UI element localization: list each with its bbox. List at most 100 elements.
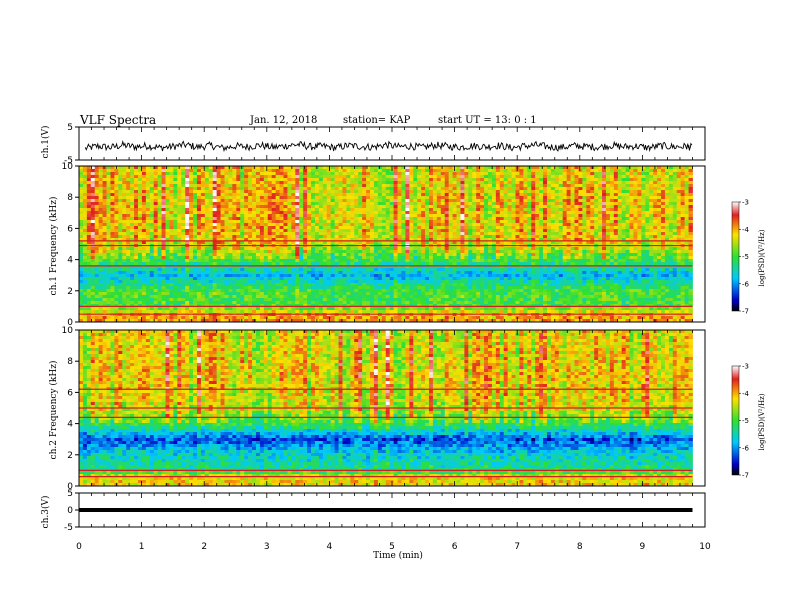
spec1-cell: [613, 193, 619, 197]
spec1-cell: [177, 229, 182, 233]
spec1-cell: [279, 193, 284, 197]
spec1-cell: [267, 166, 273, 170]
spec1-cell: [267, 226, 273, 230]
spec1-cell: [141, 190, 147, 194]
spec1-cell: [503, 181, 509, 185]
spec1-cell: [436, 181, 442, 185]
spec1-cell: [582, 208, 587, 212]
spec1-cell: [86, 223, 92, 227]
spec1-cell: [200, 190, 206, 194]
spec1-cell: [586, 196, 591, 200]
spec1-cell: [672, 166, 678, 170]
spec1-cell: [633, 175, 638, 179]
spec1-cell: [169, 229, 174, 233]
spec1-cell: [531, 175, 536, 179]
spec1-cell: [86, 259, 92, 263]
spec1-cell: [633, 256, 638, 260]
spec1-cell: [220, 181, 225, 185]
spec1-cell: [543, 193, 548, 197]
spec1-cell: [82, 214, 88, 218]
spec1-cell: [314, 256, 320, 260]
spec1-cell: [590, 187, 595, 191]
spec1-cell: [676, 247, 682, 251]
spec1-cell: [550, 253, 556, 257]
spec1-cell: [283, 199, 288, 203]
spec1-cell: [401, 205, 406, 209]
spec1-cell: [664, 220, 670, 224]
spec1-cell: [487, 196, 493, 200]
spec1-cell: [523, 211, 528, 215]
spec1-cell: [594, 175, 599, 179]
spec1-cell: [137, 202, 143, 206]
spec1-cell: [460, 223, 465, 227]
spec1-cell: [370, 250, 375, 254]
spec1-cell: [220, 253, 225, 257]
spec1-cell: [122, 247, 127, 251]
spec1-cell: [200, 229, 206, 233]
spec1-cell: [661, 220, 666, 224]
spec1-cell: [562, 250, 568, 254]
spec1-cell: [393, 253, 398, 257]
spec1-cell: [645, 211, 650, 215]
spec1-cell: [598, 202, 603, 206]
spec1-cell: [126, 223, 131, 227]
spec1-cell: [271, 253, 277, 257]
spec1-cell: [495, 193, 501, 197]
spec1-cell: [130, 187, 135, 191]
spec1-cell: [574, 253, 579, 257]
spec1-cell: [558, 175, 564, 179]
spec1-cell: [495, 220, 501, 224]
spec1-cell: [519, 169, 524, 173]
spec1-cell: [338, 184, 343, 188]
spec1-cell: [680, 250, 686, 254]
spec1-cell: [153, 190, 159, 194]
spec1-cell: [98, 223, 103, 227]
spec1-cell: [318, 166, 324, 170]
spec1-cell: [495, 214, 501, 218]
spec1-cell: [641, 187, 646, 191]
spec1-cell: [102, 178, 107, 182]
spec1-cell: [326, 202, 332, 206]
spec1-cell: [189, 190, 194, 194]
spec1-cell: [629, 187, 634, 191]
spec1-cell: [625, 169, 630, 173]
spec1-cell: [432, 226, 438, 230]
spec1-cell: [480, 181, 485, 185]
spec1-cell: [629, 238, 634, 242]
spec1-cell: [566, 211, 571, 215]
spec1-cell: [535, 190, 540, 194]
spec1-cell: [432, 193, 438, 197]
spec1-cell: [645, 229, 650, 233]
spec1-cell: [216, 259, 221, 263]
spec1-cell: [432, 172, 438, 176]
spec1-cell: [193, 217, 198, 221]
spec1-cell: [181, 256, 186, 260]
spec1-cell: [283, 166, 288, 170]
spec1-cell: [460, 184, 465, 188]
spec1-cell: [279, 247, 284, 251]
spec1-cell: [464, 217, 469, 221]
spec1-cell: [161, 181, 166, 185]
spec1-cell: [385, 211, 391, 215]
spec1-cell: [193, 178, 198, 182]
spec1-cell: [79, 253, 84, 257]
spec1-cell: [421, 256, 426, 260]
spec1-cell: [216, 196, 221, 200]
spec1-cell: [590, 238, 595, 242]
spec1-cell: [688, 241, 693, 245]
spec1-cell: [421, 190, 426, 194]
spec1-cell: [149, 190, 155, 194]
spec1-cell: [688, 223, 693, 227]
spec1-cell: [535, 220, 540, 224]
spec1-cell: [605, 169, 611, 173]
spec1-cell: [405, 253, 410, 257]
spec1-cell: [405, 193, 410, 197]
spec1-cell: [240, 190, 245, 194]
spec1-cell: [212, 196, 218, 200]
spec1-cell: [90, 205, 96, 209]
spec1-cell: [444, 190, 450, 194]
spec1-cell: [527, 238, 532, 242]
spec1-cell: [519, 235, 524, 239]
spec1-cell: [145, 247, 151, 251]
spec1-cell: [307, 181, 312, 185]
